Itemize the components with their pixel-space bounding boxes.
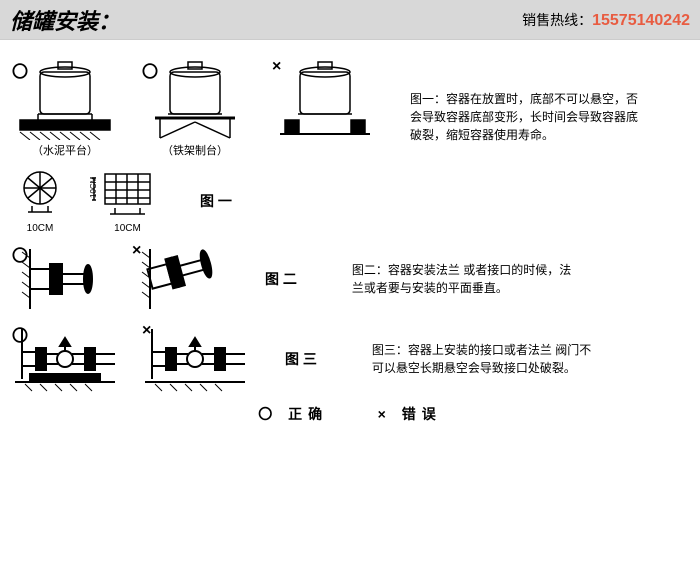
hotline: 销售热线：15575140242 — [522, 10, 690, 30]
fig3-description: 图三：容器上安装的接口或者法兰 阀门不可以悬空长期悬空会导致接口处破裂。 — [372, 341, 602, 377]
fig1-description: 图一：容器在放置时，底部不可以悬空，否会导致容器底部变形，长时间会导致容器底破裂… — [410, 90, 640, 144]
dim-label2: 10CM — [90, 223, 165, 234]
page-title: 储罐安装： — [10, 4, 120, 36]
dim-v: 10CM — [90, 176, 98, 198]
flange-angled-icon — [130, 244, 230, 314]
mark-ok-icon: 〇 — [12, 242, 28, 266]
tank-suspended-icon — [270, 60, 380, 140]
fig2-description: 图二：容器安装法兰 或者接口的时候，法兰或者要与安装的平面垂直。 — [352, 261, 582, 297]
hotline-label: 销售热线： — [522, 12, 592, 28]
mark-ok-icon: 〇 — [12, 322, 28, 346]
fig1-label: 图 一 — [200, 191, 232, 211]
legend: 〇 正确 × 错误 — [10, 404, 690, 424]
figure1-detail-row: 10CM 10CM 10CM 图 一 — [10, 168, 690, 234]
fig3-label: 图 三 — [285, 349, 317, 369]
fig2-ok: 〇 — [10, 244, 110, 314]
fig3-ok: 〇 — [10, 324, 120, 394]
figure2-row: 〇 × — [10, 244, 690, 314]
platform2-label: （铁架制台） — [140, 142, 250, 158]
hotline-phone: 15575140242 — [592, 12, 690, 29]
legend-bad: × 错误 — [378, 406, 442, 422]
drain-rect-icon: 10CM — [90, 168, 165, 223]
valve-unsupported-icon — [140, 324, 250, 394]
platform1-label: （水泥平台） — [10, 142, 120, 158]
mark-bad-icon: × — [142, 322, 151, 340]
drain-round: 10CM — [10, 168, 70, 234]
figure3-row: 〇 — [10, 324, 690, 394]
figure1-row: 〇 （水泥平台） — [10, 60, 690, 158]
mark-bad-icon: × — [272, 58, 281, 76]
fig2-label: 图 二 — [265, 269, 297, 289]
legend-ok: 〇 正确 — [258, 406, 328, 422]
fig1-tank1: 〇 （水泥平台） — [10, 60, 120, 158]
fig3-bad: × — [140, 324, 250, 394]
fig1-tank2: 〇 （铁架制台） — [140, 60, 250, 158]
header-bar: 储罐安装： 销售热线：15575140242 — [0, 0, 700, 40]
dim-label: 10CM — [10, 223, 70, 234]
fig1-tank3: × — [270, 60, 380, 140]
mark-ok-icon: 〇 — [142, 58, 158, 82]
mark-bad-icon: × — [132, 242, 141, 260]
mark-ok-icon: 〇 — [12, 58, 28, 82]
drain-circle-icon — [10, 168, 70, 223]
drain-rect: 10CM 10CM — [90, 168, 165, 234]
content-area: 〇 （水泥平台） — [0, 40, 700, 434]
fig2-bad: × — [130, 244, 230, 314]
